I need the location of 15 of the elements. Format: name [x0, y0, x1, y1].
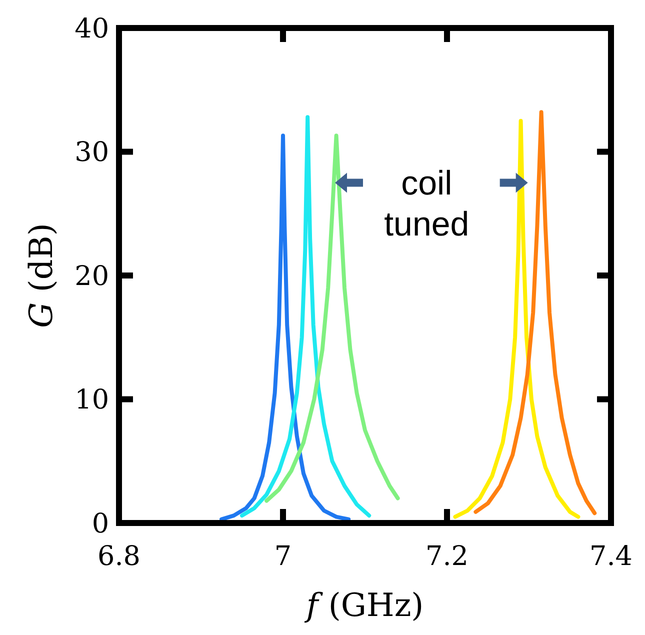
y-tick-label: 10: [74, 384, 109, 416]
y-tick-label: 30: [74, 137, 109, 168]
x-tick-label: 7.4: [590, 541, 632, 572]
x-tick-label: 6.8: [98, 541, 140, 572]
y-tick-label: 20: [74, 260, 109, 292]
y-tick-label: 40: [74, 13, 109, 44]
y-axis-title: G (dB): [22, 223, 60, 328]
line-series: [474, 110, 597, 516]
line-series: [240, 115, 372, 518]
y-tick-label: 0: [92, 508, 109, 540]
annotation: coil tuned: [384, 164, 470, 244]
line-series: [220, 134, 351, 522]
x-tick-label: 7.2: [426, 541, 468, 572]
x-tick-label: 7: [274, 541, 292, 572]
x-axis-title: f (GHz): [304, 586, 424, 624]
